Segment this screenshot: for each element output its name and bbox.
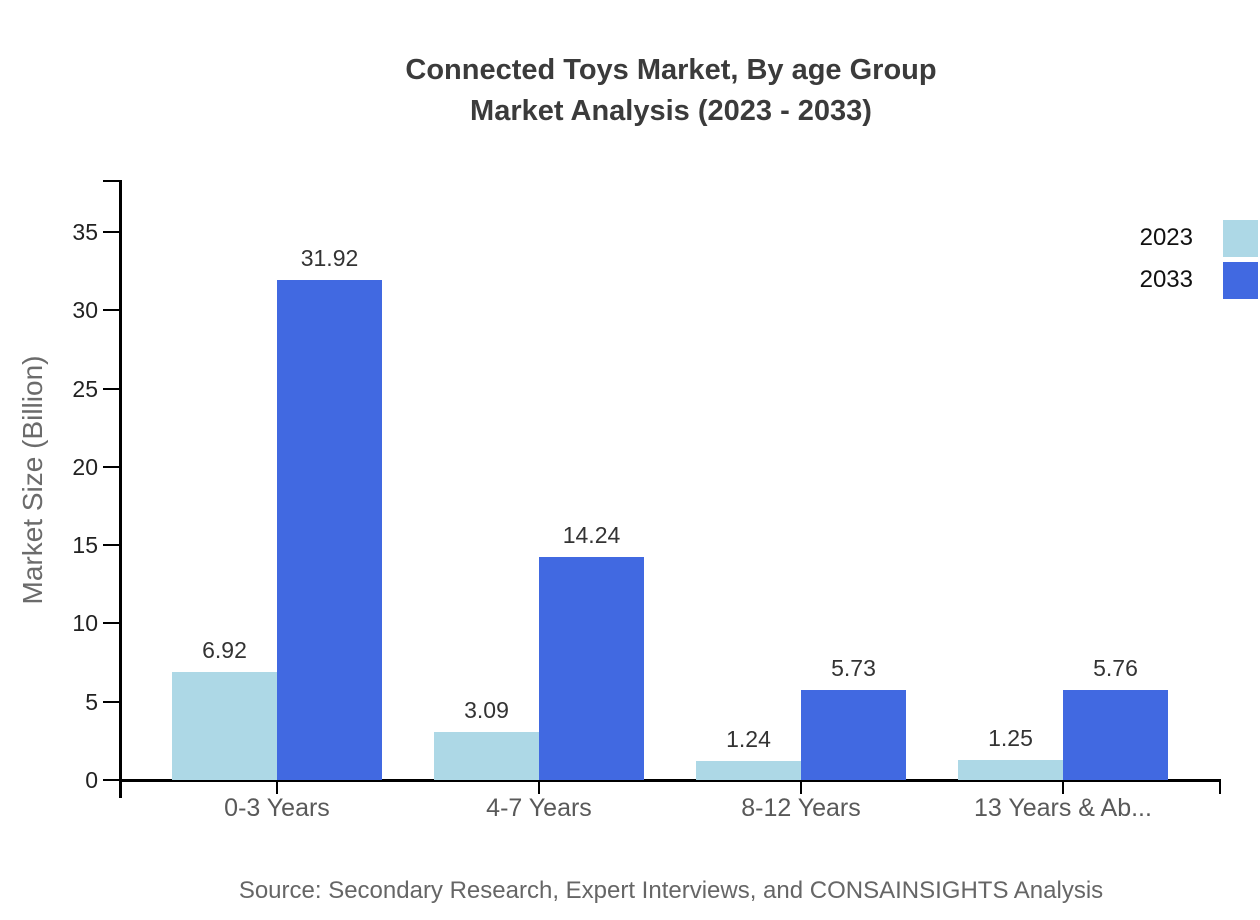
bar-2023: [958, 760, 1063, 780]
y-axis-line: [119, 180, 122, 798]
bar-value-label: 6.92: [202, 637, 247, 663]
chart-title-line1: Connected Toys Market, By age Group: [405, 54, 937, 86]
x-tick-mark: [538, 781, 540, 794]
x-category-label: 0-3 Years: [224, 794, 330, 822]
legend-swatch: [1223, 261, 1258, 299]
bar-value-label: 5.73: [831, 655, 876, 681]
bar-2033: [801, 690, 906, 780]
bar-value-label: 31.92: [300, 245, 359, 271]
legend: 2023 2033: [1140, 219, 1258, 299]
y-axis-end-tick-mark: [103, 180, 120, 182]
x-axis-line: [121, 779, 1221, 782]
legend-item-2023: 2023: [1140, 219, 1258, 257]
x-tick-mark: [276, 781, 278, 794]
x-axis-end-tick-mark: [1219, 781, 1221, 794]
y-tick-label: 30: [72, 297, 98, 323]
bar-value-label: 1.25: [988, 725, 1033, 751]
x-tick-mark: [1062, 781, 1064, 794]
bar-2023: [172, 672, 277, 780]
y-tick-mark: [103, 466, 120, 468]
y-tick-label: 20: [72, 454, 98, 480]
bar-value-label: 3.09: [464, 697, 509, 723]
y-tick-mark: [103, 231, 120, 233]
y-tick-mark: [103, 388, 120, 390]
legend-label: 2023: [1139, 224, 1193, 251]
bar-value-label: 14.24: [562, 522, 621, 548]
bar-2033: [277, 280, 382, 780]
y-tick-label: 15: [72, 532, 98, 558]
y-tick-label: 0: [85, 767, 98, 793]
x-category-label: 13 Years & Ab...: [974, 794, 1152, 822]
bar-2023: [696, 761, 801, 780]
x-tick-mark: [800, 781, 802, 794]
x-category-label: 8-12 Years: [741, 794, 861, 822]
legend-item-2033: 2033: [1140, 261, 1258, 299]
y-tick-label: 35: [72, 219, 98, 245]
bar-value-label: 5.76: [1093, 655, 1138, 681]
x-category-label: 4-7 Years: [486, 794, 592, 822]
y-tick-mark: [103, 701, 120, 703]
y-tick-mark: [103, 622, 120, 624]
chart-title: Connected Toys Market, By age Group Mark…: [121, 50, 1221, 132]
y-tick-label: 5: [85, 689, 98, 715]
legend-swatch: [1223, 219, 1258, 257]
y-tick-label: 25: [72, 376, 98, 402]
bar-2023: [434, 732, 539, 780]
y-tick-mark: [103, 544, 120, 546]
bar-value-label: 1.24: [726, 726, 771, 752]
source-caption: Source: Secondary Research, Expert Inter…: [238, 877, 1104, 904]
y-tick-mark: [103, 779, 120, 781]
bar-2033: [539, 557, 644, 780]
y-tick-mark: [103, 309, 120, 311]
legend-label: 2033: [1139, 266, 1193, 293]
chart-title-line2: Market Analysis (2023 - 2033): [470, 95, 872, 127]
y-tick-label: 10: [72, 610, 98, 636]
bar-2033: [1063, 690, 1168, 780]
